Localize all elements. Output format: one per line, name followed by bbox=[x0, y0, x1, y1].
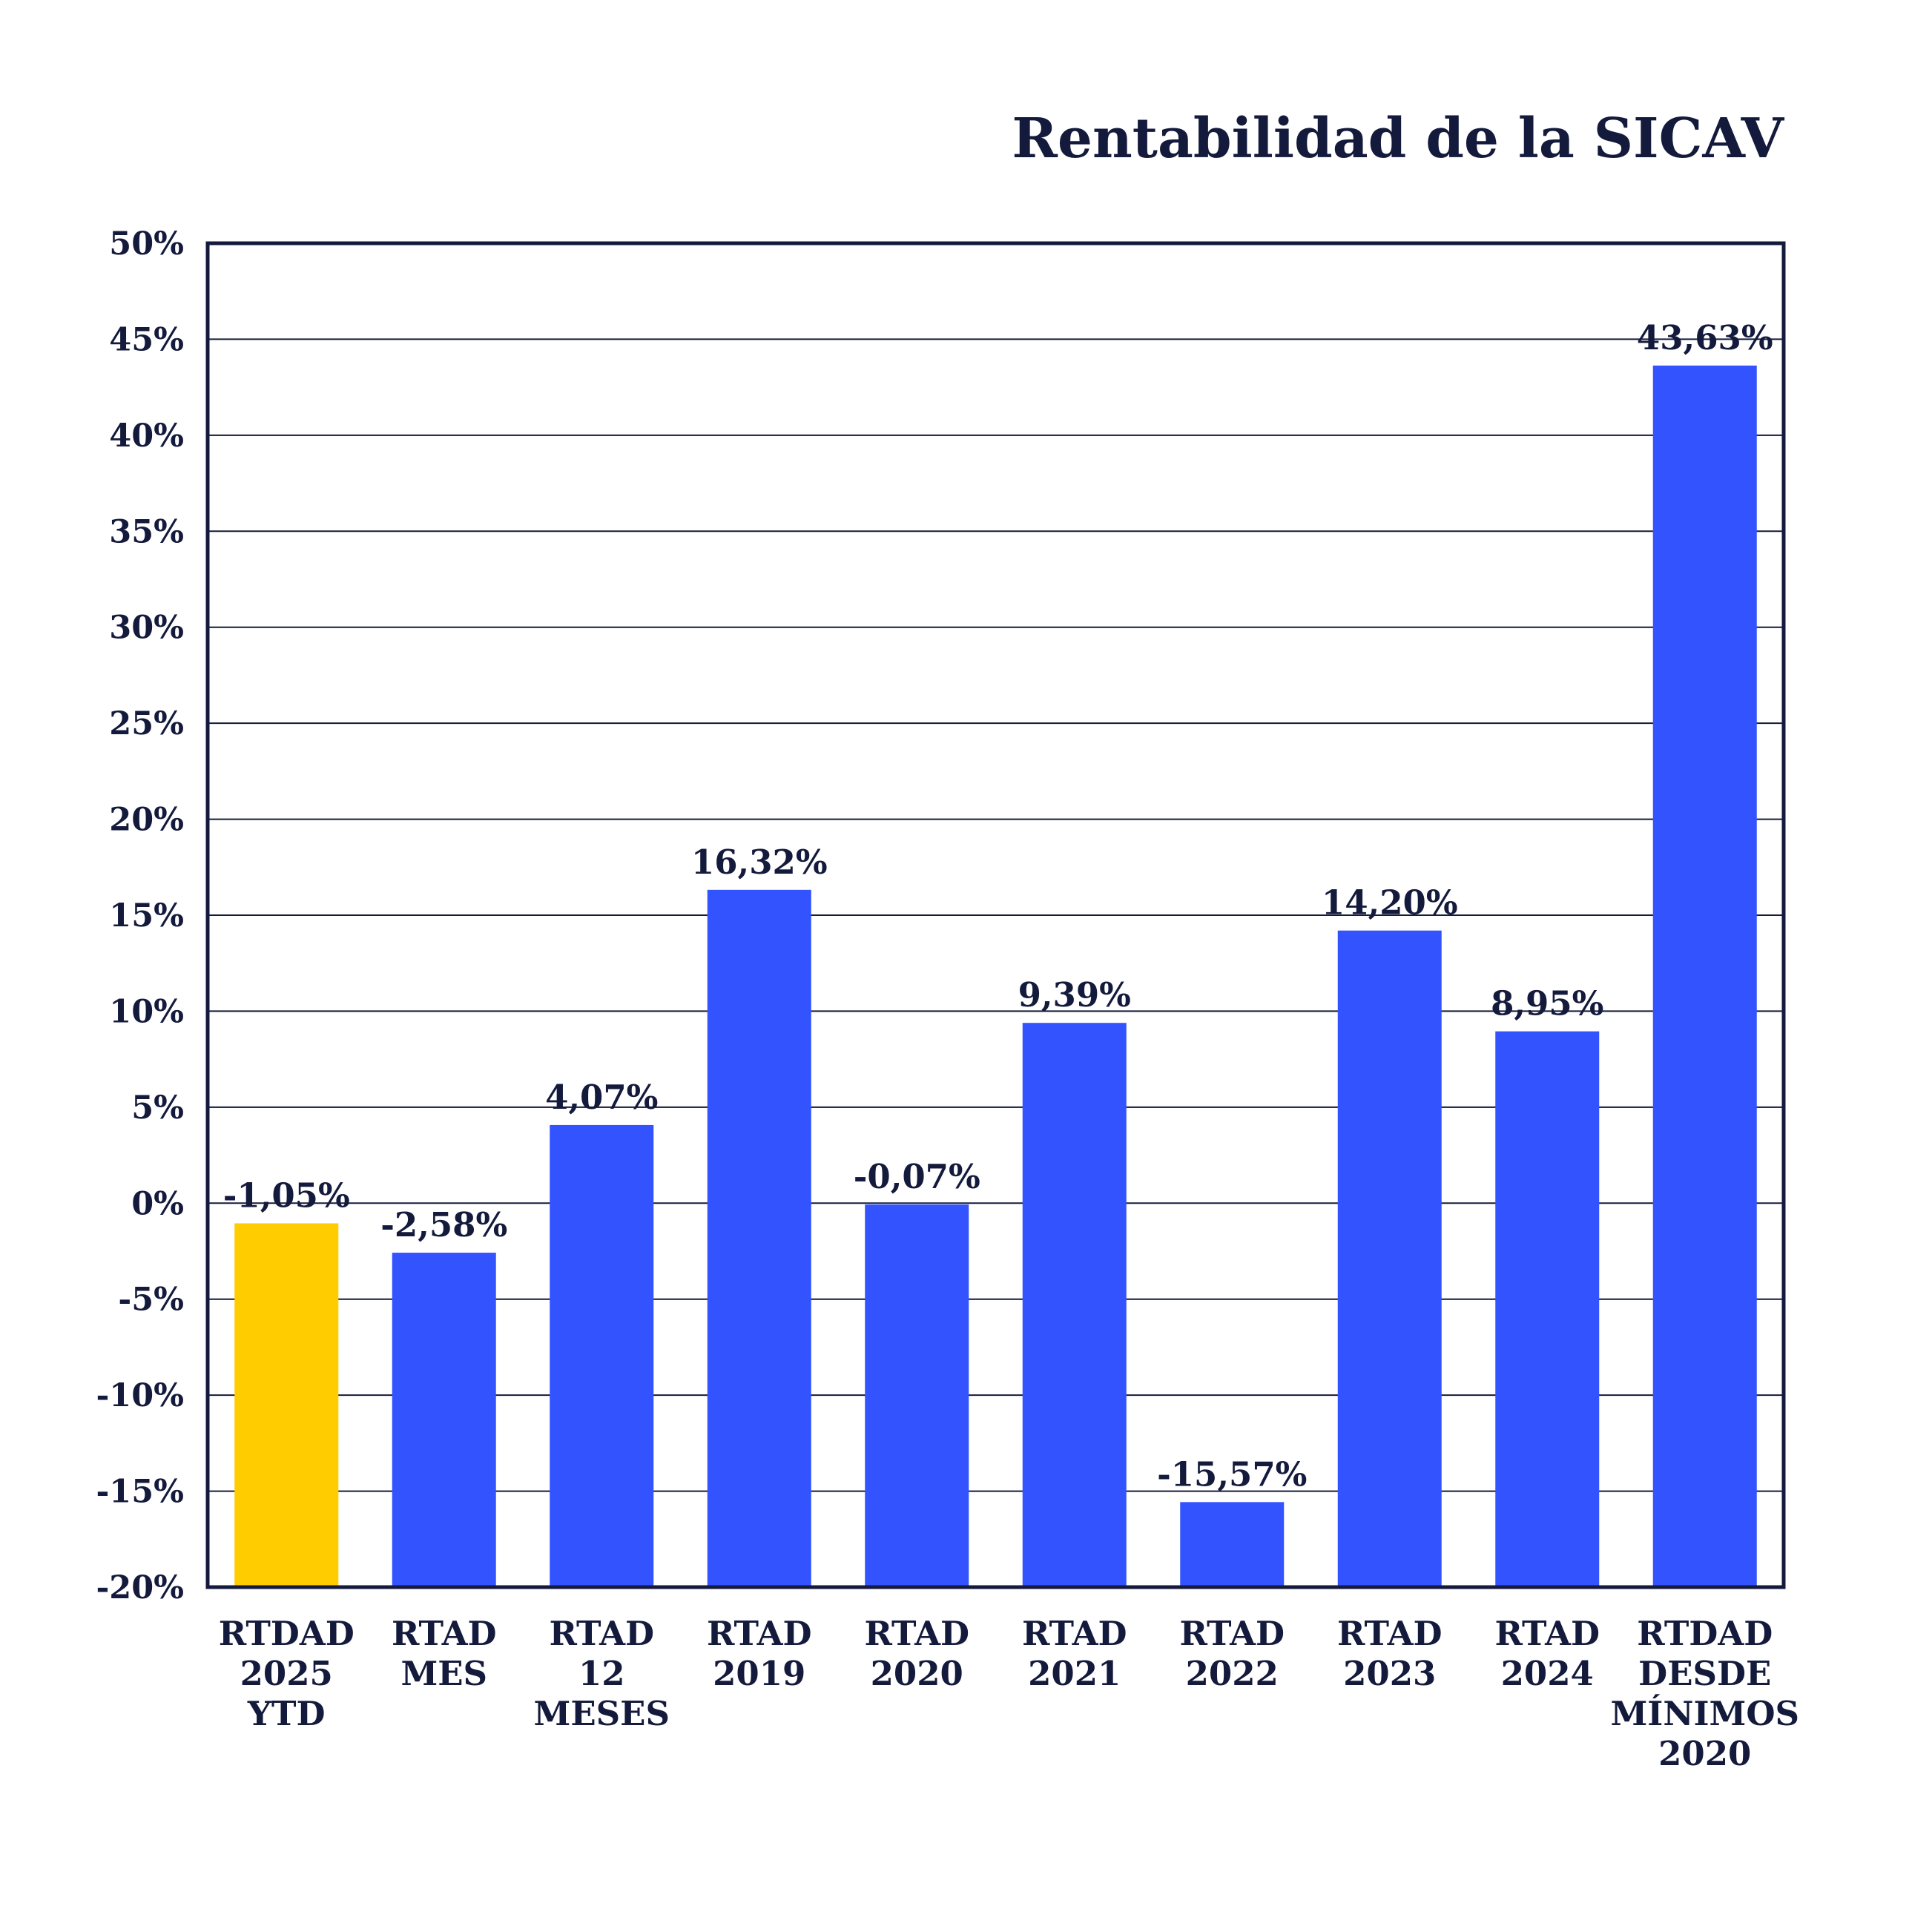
data-label: 14,20% bbox=[1322, 883, 1458, 923]
data-label: -2,58% bbox=[380, 1205, 507, 1244]
data-label: -0,07% bbox=[854, 1157, 980, 1196]
y-tick-label: 30% bbox=[109, 610, 184, 647]
bar bbox=[865, 1204, 969, 1587]
x-tick-label: RTDAD 2025 YTD bbox=[219, 1614, 355, 1733]
bar bbox=[550, 1124, 654, 1587]
y-axis-ticks: 50% 45% 40% 35% 30% 25% 20% 15% 10% 5% 0% -5% -10% -1… bbox=[96, 225, 184, 1606]
data-label: 8,95% bbox=[1491, 984, 1603, 1023]
y-tick-label: 5% bbox=[131, 1089, 184, 1127]
x-tick-label: RTAD MES bbox=[392, 1614, 497, 1693]
bar bbox=[1180, 1502, 1285, 1587]
y-tick-label: 45% bbox=[109, 321, 184, 358]
plot-frame bbox=[205, 241, 1786, 1589]
y-tick-label: -15% bbox=[96, 1474, 184, 1511]
data-label: 16,32% bbox=[691, 843, 828, 882]
x-tick-label: RTAD 2022 bbox=[1179, 1614, 1285, 1693]
bars bbox=[234, 365, 1757, 1588]
data-label: -1,05% bbox=[223, 1176, 350, 1215]
x-tick-label: RTAD 12 MESES bbox=[534, 1614, 670, 1733]
y-tick-label: 10% bbox=[109, 993, 184, 1030]
x-tick-label: RTAD 2023 bbox=[1337, 1614, 1443, 1693]
y-tick-label: 50% bbox=[109, 225, 184, 263]
y-tick-label: 20% bbox=[109, 802, 184, 839]
data-label: -15,57% bbox=[1157, 1454, 1307, 1494]
bar bbox=[234, 1223, 339, 1587]
data-label: 9,39% bbox=[1018, 975, 1131, 1015]
y-tick-label: 40% bbox=[109, 418, 184, 455]
y-tick-label: -10% bbox=[96, 1377, 184, 1414]
y-tick-label: -20% bbox=[96, 1569, 184, 1606]
x-tick-label: RTAD 2021 bbox=[1022, 1614, 1127, 1693]
x-axis-ticks: RTDAD 2025 YTD RTAD MES RTAD 12 MESES RTAD 2019 RT… bbox=[219, 1614, 1799, 1773]
x-tick-label: RTAD 2020 bbox=[864, 1614, 969, 1693]
bar bbox=[1652, 365, 1757, 1588]
bar bbox=[707, 889, 811, 1587]
data-label: 43,63% bbox=[1637, 318, 1773, 357]
y-tick-label: 35% bbox=[109, 513, 184, 550]
bar bbox=[1495, 1031, 1600, 1587]
data-label: 4,07% bbox=[545, 1078, 658, 1117]
y-tick-label: 0% bbox=[131, 1185, 184, 1222]
bar bbox=[1022, 1023, 1127, 1587]
data-labels: -1,05% -2,58% 4,07% 16,32% -0,07% 9,39% -15,57… bbox=[223, 318, 1773, 1494]
x-tick-label: RTAD 2024 bbox=[1494, 1614, 1600, 1693]
y-tick-label: 25% bbox=[109, 705, 184, 742]
x-tick-label: RTDAD DESDE MÍNIMOS 2020 bbox=[1610, 1614, 1799, 1773]
chart-title: Rentabilidad de la SICAV bbox=[1012, 107, 1784, 171]
x-tick-label: RTAD 2019 bbox=[707, 1614, 812, 1693]
y-tick-label: -5% bbox=[118, 1282, 184, 1319]
bar bbox=[392, 1253, 496, 1587]
bar bbox=[1337, 930, 1442, 1587]
y-tick-label: 15% bbox=[109, 897, 184, 934]
